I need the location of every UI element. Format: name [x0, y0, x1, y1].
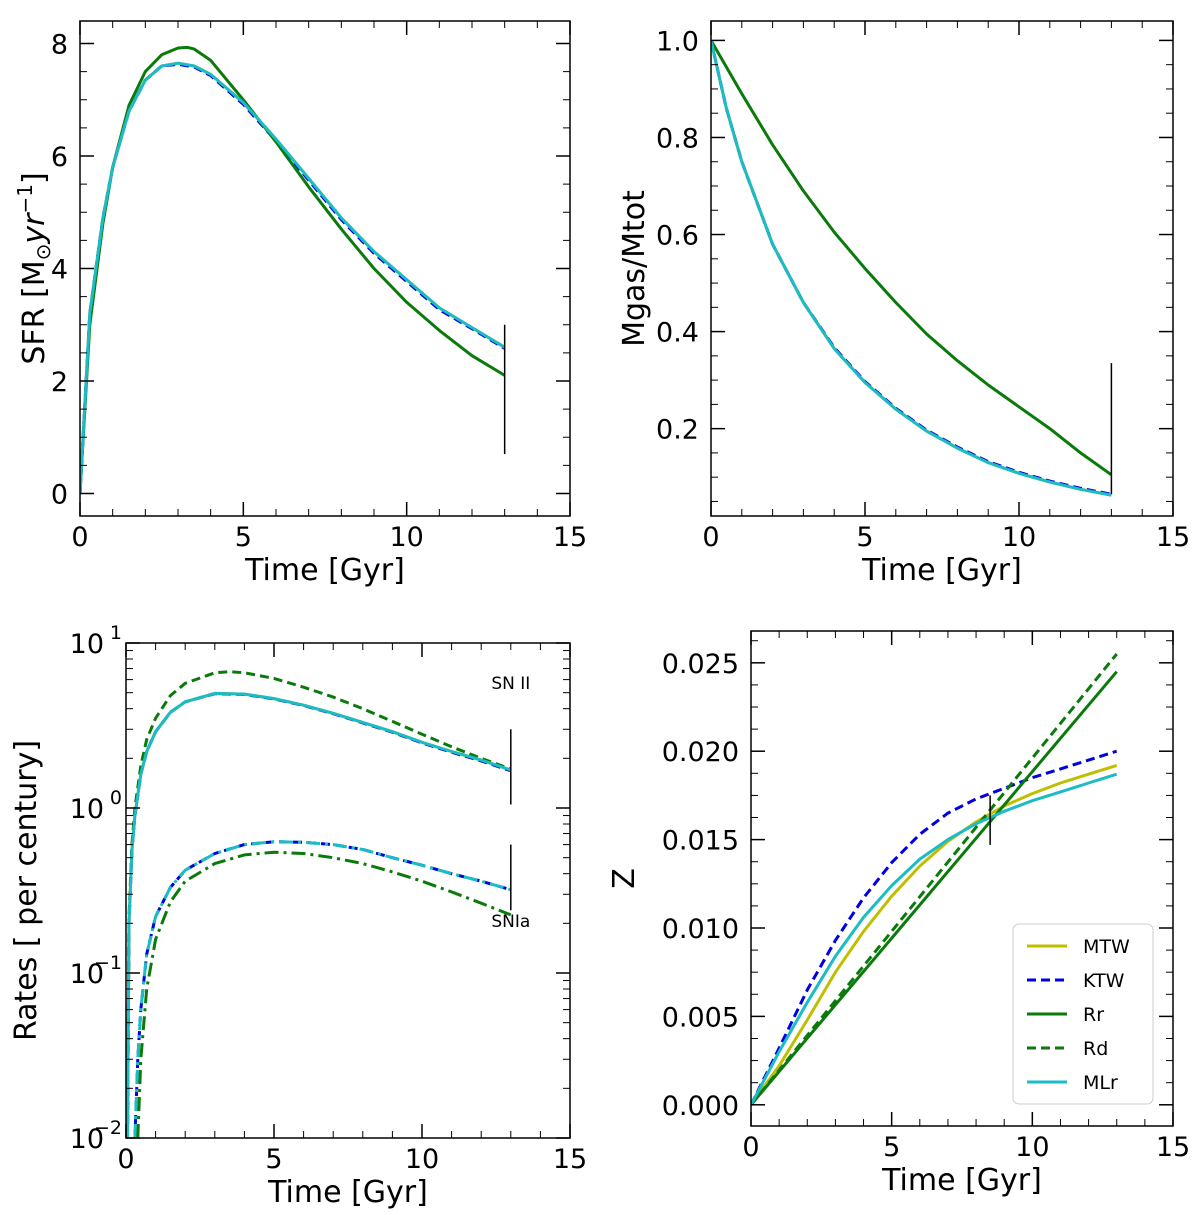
- y-axis-label: Mgas/Mtot: [617, 190, 652, 347]
- y-tick-label: 4: [51, 255, 68, 286]
- y-tick-label: 0.010: [662, 914, 739, 945]
- series-group: [80, 45, 506, 494]
- series-line-rd-sn-ii: [126, 670, 512, 1138]
- series-group: [751, 653, 1118, 1106]
- series-line-ktw: [711, 40, 1112, 496]
- y-tick-label: 0.005: [662, 1002, 739, 1033]
- series-line-rr: [80, 45, 506, 494]
- series-line-ktw-sn-ii: [126, 692, 512, 1138]
- y-tick-label: 0.020: [662, 737, 739, 768]
- series-group: [711, 39, 1113, 497]
- y-tick-label: 10: [70, 794, 104, 825]
- axes-frame: [125, 642, 571, 1139]
- x-tick-label: 15: [553, 1144, 587, 1175]
- y-axis-label-part: ⊙: [31, 244, 55, 261]
- y-axis-label: SFR [M⊙yr−1]: [13, 172, 55, 364]
- x-tick-label: 10: [1015, 1132, 1049, 1163]
- y-tick-label: 1.0: [656, 26, 699, 57]
- y-tick-label: 6: [51, 142, 68, 173]
- y-tick-label: 0.6: [656, 221, 699, 252]
- axes-frame: [79, 20, 571, 517]
- y-axis-label-part: −1: [13, 184, 37, 213]
- axes-frame: [750, 630, 1174, 1127]
- x-tick-label: 15: [553, 522, 587, 553]
- x-axis-label: Time [Gyr]: [267, 1175, 428, 1210]
- x-tick-label: 10: [1002, 522, 1036, 553]
- legend-label-mlr: MLr: [1083, 1072, 1118, 1094]
- y-tick-exponent: 1: [110, 622, 122, 644]
- y-tick-label: 0.000: [662, 1091, 739, 1122]
- series-line-mlr-snia: [133, 840, 512, 1138]
- y-axis-label-part: ]: [17, 172, 52, 184]
- series-line-rd-snia: [136, 850, 512, 1138]
- y-axis-label: Z: [607, 868, 642, 889]
- legend-label-ktw: KTW: [1083, 970, 1125, 992]
- annotation-snia: SNIa: [491, 912, 530, 932]
- y-tick-label: 0.025: [662, 649, 739, 680]
- x-tick-label: 5: [265, 1144, 282, 1175]
- series-line-ktw-snia: [133, 840, 512, 1138]
- series-group: [126, 670, 512, 1138]
- x-axis-label: Time [Gyr]: [244, 553, 405, 588]
- series-line-rr: [751, 670, 1118, 1106]
- y-tick-label: 0.4: [656, 318, 699, 349]
- y-tick-exponent: 0: [110, 787, 122, 809]
- y-tick-label: 0.8: [656, 123, 699, 154]
- x-tick-label: 5: [235, 522, 252, 553]
- x-tick-label: 0: [71, 522, 88, 553]
- y-axis-label-part: yr: [17, 212, 52, 245]
- series-line-mlr: [751, 772, 1118, 1106]
- series-line-mtw-sn-ii: [126, 691, 512, 1138]
- y-tick-exponent: −2: [94, 1117, 122, 1139]
- annotation-sn-ii: SN II: [491, 674, 530, 694]
- x-tick-label: 15: [1156, 522, 1190, 553]
- series-line-mtw: [711, 40, 1112, 497]
- legend-label-rr: Rr: [1083, 1004, 1104, 1026]
- x-tick-label: 10: [389, 522, 423, 553]
- x-tick-label: 0: [742, 1132, 759, 1163]
- legend-label-rd: Rd: [1083, 1038, 1108, 1060]
- y-axis-label-part: SFR [M: [17, 260, 52, 364]
- series-line-rd: [751, 653, 1118, 1106]
- panel-gas-fraction-vs-time: 0 5 10 15 0.2 0.4 0.6 0.8 1.0 Time [Gyr] Mgas/Mtot: [617, 20, 1190, 588]
- x-tick-label: 15: [1156, 1132, 1190, 1163]
- x-tick-label: 0: [702, 522, 719, 553]
- y-tick-label: 8: [51, 30, 68, 61]
- y-tick-label: 2: [51, 367, 68, 398]
- x-tick-label: 5: [856, 522, 873, 553]
- series-line-rr: [711, 39, 1113, 477]
- panel-sfr-vs-time: 0 5 10 15 0 2 4 6 8 Time [Gyr] SFR [M⊙yr−1]: [13, 20, 587, 588]
- y-tick-exponent: −1: [94, 952, 122, 974]
- series-line-mtw: [80, 61, 506, 494]
- x-axis-label: Time [Gyr]: [881, 1163, 1042, 1198]
- y-tick-label: 0.2: [656, 415, 699, 446]
- series-line-mlr: [80, 61, 506, 494]
- y-tick-label: 10: [70, 959, 104, 990]
- y-axis-label: Rates [ per century]: [9, 740, 44, 1041]
- x-tick-label: 0: [117, 1144, 134, 1175]
- y-tick-label: 10: [70, 1124, 104, 1155]
- y-tick-label: 10: [70, 629, 104, 660]
- legend-box: [1012, 923, 1154, 1105]
- series-line-mtw: [751, 763, 1118, 1106]
- series-line-ktw: [751, 749, 1118, 1106]
- series-line-ktw: [80, 62, 506, 494]
- panel-metallicity-vs-time: 0 5 10 15 0.000 0.005 0.010 0.015 0.020 0.025 Time…: [607, 630, 1190, 1198]
- x-axis-label: Time [Gyr]: [861, 553, 1022, 588]
- axes-frame: [710, 20, 1174, 517]
- legend-label-mtw: MTW: [1083, 936, 1130, 958]
- series-line-mlr: [711, 40, 1112, 497]
- y-tick-label: 0: [51, 480, 68, 511]
- x-tick-label: 5: [883, 1132, 900, 1163]
- x-tick-label: 10: [405, 1144, 439, 1175]
- series-line-mlr-sn-ii: [126, 691, 512, 1138]
- y-tick-label: 0.015: [662, 826, 739, 857]
